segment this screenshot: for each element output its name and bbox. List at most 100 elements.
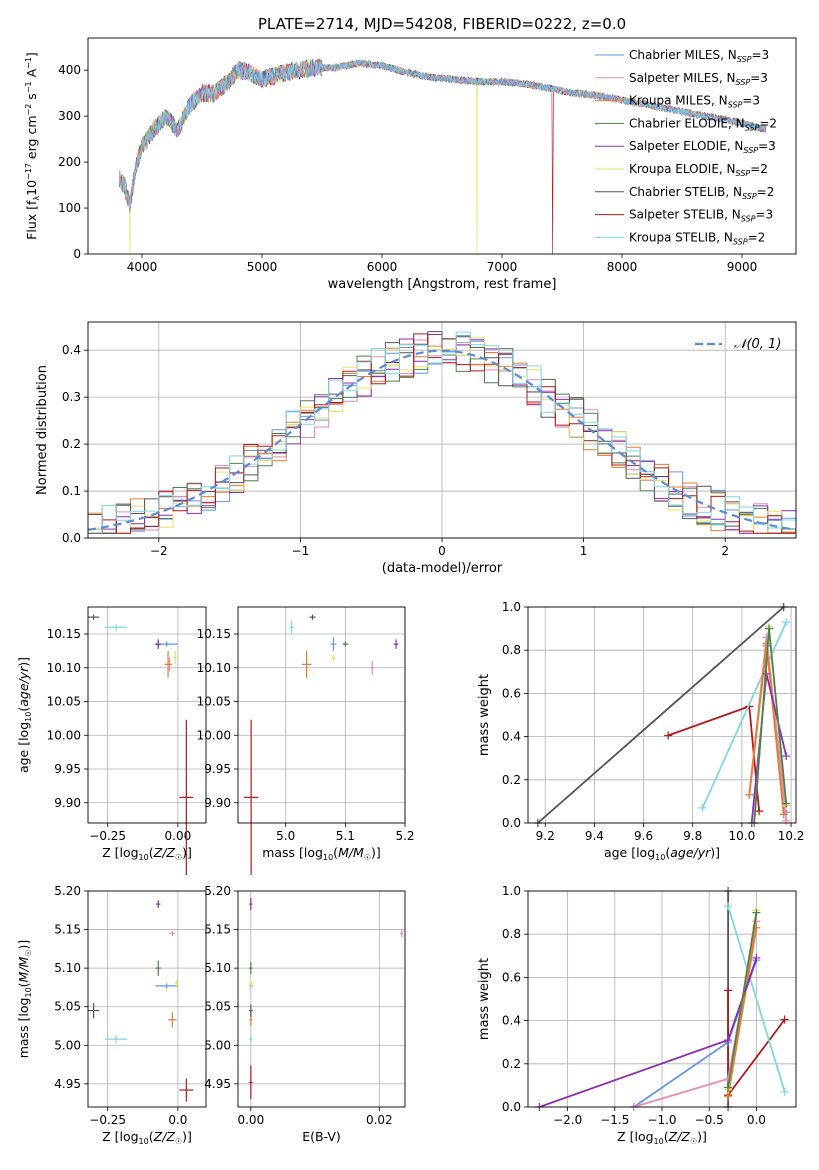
axes-frame [237, 606, 406, 824]
y-tick-label: 0.8 [502, 643, 521, 657]
legend-label: Chabrier STELIB, NSSP=2 [629, 185, 774, 201]
y-tick-label: 5.20 [54, 884, 81, 898]
error-bar-point [179, 719, 194, 875]
spectrum-lines [118, 58, 767, 255]
error-bar-point [301, 650, 312, 678]
histogram-step [88, 331, 796, 534]
x-tick-label: −0.25 [89, 1113, 126, 1127]
error-bar-point [342, 641, 349, 647]
y-tick-label: 10.15 [197, 627, 231, 641]
y-tick-label: 0.4 [502, 1014, 521, 1028]
y-tick-label: 0.8 [502, 927, 521, 941]
y-tick-label: 0.2 [502, 773, 521, 787]
legend-label: Kroupa MILES, NSSP=3 [629, 94, 760, 110]
x-axis-label: age [log10(age/yr)] [604, 845, 720, 862]
x-axis-label: wavelength [Angstrom, rest frame] [328, 277, 557, 292]
error-bar-point [393, 639, 399, 649]
x-axis-label: Z [log10(Z/Z☉)] [102, 845, 192, 862]
histogram-step [88, 334, 796, 534]
weight-marker [698, 803, 707, 812]
y-tick-label: 5.00 [204, 1038, 231, 1052]
x-tick-label: 9.2 [536, 829, 555, 843]
y-tick-label: 5.20 [204, 884, 231, 898]
spectrum-line [118, 59, 767, 213]
y-tick-label: 0.4 [502, 730, 521, 744]
y-tick-label: 1.0 [502, 884, 521, 898]
panel-mass_vs_ebv: 0.00 0.02 4.95 5.00 5.05 5.10 5.15 5.20 [204, 884, 405, 1127]
legend-label: Kroupa ELODIE, NSSP=2 [629, 162, 768, 178]
error-bar-point [104, 623, 128, 631]
y-tick-label: 5.15 [54, 923, 81, 937]
y-tick-label: 10.10 [47, 661, 81, 675]
weight-marker [764, 624, 773, 633]
x-tick-label: −0.5 [695, 1113, 724, 1127]
weight-line [727, 912, 758, 1088]
error-bar-point [309, 614, 316, 620]
y-tick-label: 0.6 [502, 970, 521, 984]
weight-marker [780, 1015, 789, 1024]
x-tick-label: −1.0 [647, 1113, 676, 1127]
scatter-points [249, 897, 404, 1100]
weight-marker [782, 618, 791, 627]
weight-marker [780, 1087, 789, 1096]
error-bar-point [155, 960, 162, 976]
x-axis-label: E(B-V) [302, 1129, 341, 1144]
error-bar-point [155, 900, 161, 908]
y-axis-label: age [log10(age/yr)] [16, 657, 33, 773]
scatter-points [243, 614, 399, 875]
error-bar-point [400, 929, 404, 938]
weight-marker [782, 816, 791, 825]
y-axis-label: mass weight [477, 674, 492, 756]
error-bar-point [179, 1078, 194, 1102]
y-tick-label: 5.00 [54, 1038, 81, 1052]
x-tick-label: 4000 [127, 260, 158, 274]
x-axis-label: Z [log10(Z/Z☉)] [102, 1129, 192, 1146]
y-axis-label: Flux [fλ10−17 erg cm−2 s−1 A−1] [24, 52, 41, 240]
panel-weight_vs_Z: −2.0 −1.5 −1.0 −0.5 0.0 0.0 0.2 0.4 0.6 0.8 1.0 [502, 884, 796, 1127]
y-tick-label: 200 [58, 155, 81, 169]
y-tick-label: 0.2 [62, 437, 81, 451]
y-tick-label: 0.2 [502, 1057, 521, 1071]
y-axis-label: mass weight [477, 958, 492, 1040]
weight-marker [724, 902, 733, 911]
y-tick-label: 0.1 [62, 484, 81, 498]
axes-frame [87, 606, 207, 824]
x-tick-label: −0.25 [89, 829, 126, 843]
y-tick-label: 0.0 [502, 1100, 521, 1114]
y-tick-label: 400 [58, 63, 81, 77]
x-tick-label: 10.2 [778, 829, 805, 843]
y-tick-label: 10.10 [197, 661, 231, 675]
error-bar-point [169, 930, 176, 937]
y-tick-label: 9.90 [204, 796, 231, 810]
weight-marker [724, 986, 733, 995]
y-tick-label: 0.0 [502, 816, 521, 830]
legend-label: Chabrier ELODIE, NSSP=2 [629, 116, 777, 132]
x-tick-label: 0.00 [237, 1113, 264, 1127]
y-tick-label: 0 [73, 247, 81, 261]
x-tick-label: −2 [150, 544, 168, 558]
error-bar-point [249, 1004, 253, 1017]
y-tick-label: 0.0 [62, 531, 81, 545]
x-tick-label: −2.0 [553, 1113, 582, 1127]
axes-frame [237, 890, 406, 1108]
y-tick-label: 0.4 [62, 343, 81, 357]
y-axis-label: mass [log10(M/M☉)] [16, 940, 33, 1059]
histogram-step [88, 333, 796, 534]
x-tick-label: 10.0 [729, 829, 756, 843]
error-bar-point [249, 1035, 253, 1043]
panel-spectrum: 4000 5000 6000 7000 8000 9000 0 100 200 300 400 [58, 63, 757, 274]
x-tick-label: 5000 [247, 260, 278, 274]
error-bar-point [104, 1035, 128, 1043]
error-bar-point [249, 1065, 253, 1100]
y-tick-label: 10.00 [47, 728, 81, 742]
x-tick-label: 5.2 [395, 829, 414, 843]
error-bar-point [331, 654, 336, 661]
x-tick-label: 9.4 [585, 829, 604, 843]
error-bar-point [330, 637, 337, 651]
error-bar-point [88, 614, 100, 620]
y-tick-label: 10.00 [197, 728, 231, 742]
weight-line [727, 927, 758, 1097]
y-tick-label: 10.05 [47, 695, 81, 709]
x-tick-label: 5.0 [276, 829, 295, 843]
